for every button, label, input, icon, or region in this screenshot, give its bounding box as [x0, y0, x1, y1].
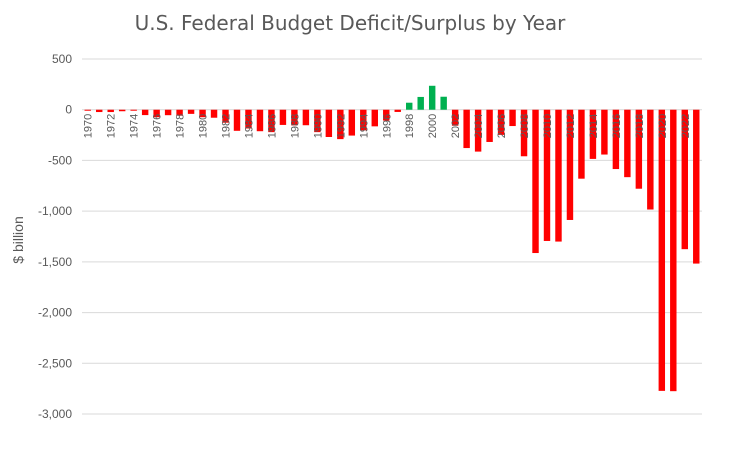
bar-1974	[130, 109, 137, 111]
x-tick-label-1988: 1988	[289, 114, 301, 138]
bar-1980	[199, 109, 206, 118]
y-tick-label: -3,000	[38, 407, 72, 421]
x-tick-label-1970: 1970	[83, 114, 95, 138]
bar-1992	[337, 109, 344, 140]
y-tick-label: -2,000	[38, 306, 72, 320]
y-axis-label: $ billion	[10, 216, 26, 263]
chart-title: U.S. Federal Budget Deficit/Surplus by Y…	[135, 11, 567, 35]
y-tick-label: -2,500	[38, 356, 72, 370]
bar-2010	[543, 109, 551, 241]
x-tick-label-1992: 1992	[335, 114, 347, 138]
y-tick-label: 500	[52, 52, 72, 66]
x-tick-label-2008: 2008	[519, 114, 531, 138]
y-tick-label: -1,500	[38, 255, 72, 269]
y-axis-ticks: 500 0 -500 -1,000 -1,500 -2,000 -2,500 -3,000	[38, 52, 72, 421]
x-tick-label-1996: 1996	[381, 114, 393, 138]
bar-1978	[176, 109, 183, 116]
bar-1985	[256, 109, 264, 132]
bar-2007	[509, 109, 516, 127]
bar-1999	[417, 96, 424, 110]
x-tick-label-2014: 2014	[588, 114, 600, 138]
bar-1991	[325, 109, 333, 137]
y-tick-label: 0	[65, 103, 72, 117]
x-axis-ticks: 1970 1972 1974 1976 1978 1980 1982 1984 1986 1988…	[83, 114, 692, 138]
bar-1983	[233, 109, 241, 131]
bar-2016	[612, 109, 620, 170]
bar-2015	[601, 109, 608, 155]
bar-2013	[578, 109, 585, 179]
bar-2023	[693, 109, 700, 264]
bar-1993	[348, 109, 356, 136]
bar-2000	[428, 85, 436, 110]
y-tick-label: -1,000	[38, 204, 72, 218]
bar-1972	[107, 109, 114, 113]
x-tick-label-2000: 2000	[427, 114, 439, 138]
bar-1989	[302, 109, 310, 126]
x-tick-label-2010: 2010	[542, 114, 554, 138]
x-tick-label-2012: 2012	[565, 114, 577, 138]
x-tick-label-2020: 2020	[657, 114, 669, 138]
bar-1995	[371, 109, 378, 127]
bar-2019	[647, 109, 654, 210]
x-tick-label-1972: 1972	[106, 114, 118, 138]
x-tick-label-2018: 2018	[634, 114, 646, 138]
x-tick-label-2004: 2004	[473, 114, 485, 138]
bar-1987	[279, 109, 287, 125]
x-tick-label-1998: 1998	[404, 114, 416, 138]
x-tick-label-1994: 1994	[358, 114, 370, 138]
bar-2020	[658, 109, 666, 391]
bar-2018	[635, 109, 643, 189]
bars	[84, 85, 700, 392]
x-tick-label-1982: 1982	[221, 114, 233, 138]
bar-2002	[451, 109, 459, 126]
bar-1994	[360, 109, 367, 131]
bar-1998	[406, 102, 413, 110]
x-tick-label-2006: 2006	[496, 114, 508, 138]
bar-1981	[210, 109, 218, 118]
bar-2005	[486, 109, 493, 142]
bar-1976	[153, 109, 160, 118]
x-tick-label-1984: 1984	[243, 114, 255, 138]
bar-2004	[474, 109, 482, 152]
x-tick-label-2002: 2002	[450, 114, 462, 138]
bar-2008	[520, 109, 528, 157]
x-tick-label-1990: 1990	[312, 114, 324, 138]
bar-2001	[440, 96, 447, 110]
x-tick-label-1980: 1980	[198, 114, 210, 138]
bar-1971	[96, 109, 103, 113]
bar-2017	[624, 109, 631, 178]
x-tick-label-2022: 2022	[680, 114, 692, 138]
bar-1988	[291, 109, 298, 126]
bar-1990	[314, 109, 321, 133]
bar-2003	[463, 109, 470, 149]
bar-2012	[566, 109, 574, 220]
x-tick-label-1976: 1976	[152, 114, 164, 138]
x-tick-label-1974: 1974	[129, 114, 141, 138]
bar-1984	[245, 109, 252, 129]
x-tick-label-2016: 2016	[611, 114, 623, 138]
y-tick-label: -500	[48, 153, 72, 167]
bar-1996	[383, 109, 390, 121]
bar-2011	[555, 109, 562, 242]
x-tick-label-1978: 1978	[175, 114, 187, 138]
bar-1982	[222, 109, 229, 123]
gridlines	[82, 58, 702, 415]
x-tick-label-1986: 1986	[266, 114, 278, 138]
bar-2014	[589, 109, 597, 159]
bar-1975	[141, 109, 149, 116]
bar-1973	[118, 109, 126, 112]
bar-2022	[681, 109, 688, 250]
bar-2006	[497, 109, 505, 135]
bar-2021	[670, 109, 677, 392]
bar-1997	[394, 109, 401, 112]
bar-1979	[187, 109, 195, 114]
bar-1970	[84, 109, 91, 111]
bar-1977	[164, 109, 172, 116]
bar-1986	[268, 109, 275, 133]
bar-2009	[532, 109, 539, 254]
